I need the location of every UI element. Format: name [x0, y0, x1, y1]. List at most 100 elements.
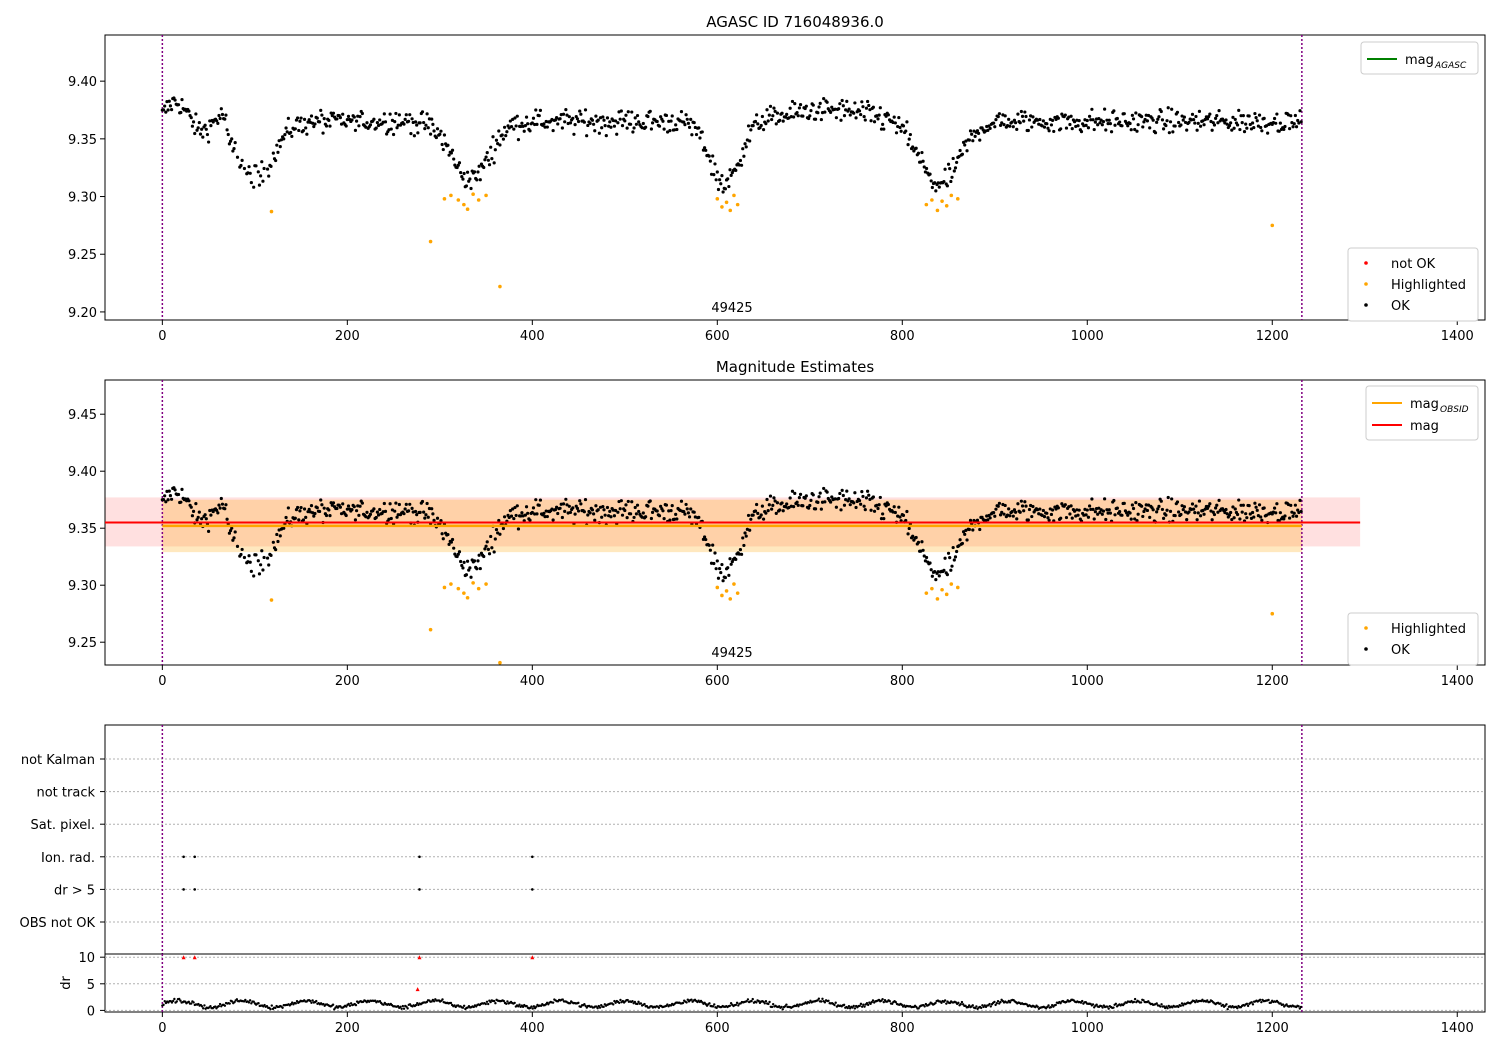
ok-point	[970, 132, 974, 136]
ok-point	[315, 116, 319, 120]
ok-point	[746, 513, 751, 518]
ok-point	[1278, 121, 1282, 125]
dr-point	[310, 1001, 313, 1004]
ok-point	[593, 518, 597, 522]
ok-point	[1233, 117, 1237, 122]
ok-point	[892, 505, 896, 509]
ok-point	[191, 509, 196, 514]
dr-point	[728, 1004, 732, 1007]
ok-point	[216, 121, 220, 125]
ok-point	[446, 532, 450, 537]
ok-point	[1257, 113, 1262, 117]
ok-point	[1193, 511, 1197, 515]
ok-point	[1229, 510, 1233, 515]
ok-point	[933, 569, 937, 574]
dr-point	[934, 1001, 937, 1005]
ok-point	[357, 513, 361, 517]
ok-point	[457, 550, 462, 554]
ok-point	[1089, 118, 1093, 122]
dr-point	[270, 1004, 273, 1007]
ok-point	[655, 509, 659, 513]
ok-point	[439, 519, 443, 523]
ok-point	[576, 509, 581, 513]
ok-point	[315, 506, 319, 510]
dr-point	[1194, 1000, 1197, 1004]
ok-point	[276, 150, 280, 154]
legend-box	[1365, 385, 1479, 441]
ok-point	[738, 548, 743, 552]
ok-point	[582, 510, 586, 514]
ok-point	[297, 518, 301, 522]
ok-point	[755, 113, 759, 117]
ok-point	[418, 121, 422, 125]
ok-point	[760, 114, 764, 119]
dr-point	[750, 999, 753, 1003]
ok-point	[661, 119, 665, 123]
ok-point	[513, 505, 517, 510]
ok-point	[299, 506, 303, 510]
ok-point	[231, 149, 235, 153]
ok-point	[515, 114, 519, 118]
dr-point	[960, 1000, 964, 1004]
dr-point	[685, 1001, 688, 1004]
ok-point	[1161, 516, 1166, 520]
ok-point	[408, 502, 412, 506]
dr-point	[1246, 1004, 1250, 1008]
ok-point	[344, 513, 348, 518]
ok-point	[1214, 506, 1218, 510]
ok-point	[646, 504, 650, 508]
ok-point	[1031, 115, 1035, 119]
ok-point	[440, 532, 444, 536]
ok-point	[223, 507, 227, 511]
ok-point	[590, 508, 595, 512]
ok-point	[493, 537, 497, 541]
legend-point-swatch	[1364, 626, 1368, 630]
ok-point	[1030, 125, 1034, 129]
ok-point	[1187, 120, 1191, 124]
dr-point	[681, 1001, 685, 1005]
ok-point	[275, 532, 279, 537]
ok-point	[1170, 497, 1174, 501]
ok-point	[950, 175, 954, 179]
ok-point	[1092, 517, 1096, 521]
ok-point	[274, 548, 278, 552]
dr-point	[917, 1007, 920, 1010]
ok-point	[585, 134, 589, 138]
ok-point	[368, 123, 373, 127]
ok-point	[946, 551, 951, 555]
ok-point	[1010, 510, 1014, 514]
dr-point	[1225, 1003, 1228, 1006]
dr-point	[416, 1002, 419, 1005]
ok-point	[1120, 513, 1124, 517]
ok-point	[698, 136, 702, 140]
dr-point	[1281, 1003, 1285, 1006]
ok-point	[410, 506, 414, 510]
x-tick-label: 0	[158, 329, 166, 344]
ok-point	[415, 123, 419, 127]
flag-point	[182, 855, 185, 859]
highlighted-point	[732, 193, 736, 198]
dr-point	[636, 1002, 639, 1006]
ok-point	[813, 507, 818, 511]
ok-point	[998, 123, 1003, 127]
dr-point	[816, 999, 819, 1002]
ok-point	[930, 574, 934, 578]
ok-point	[1278, 511, 1282, 515]
dr-point	[1236, 1006, 1239, 1010]
ok-point	[968, 518, 973, 522]
ok-point	[1299, 509, 1303, 514]
ok-point	[286, 116, 290, 120]
ok-point	[520, 511, 524, 515]
ok-point	[854, 116, 858, 120]
ok-point	[1240, 510, 1244, 514]
flag-point	[182, 888, 185, 891]
ok-point	[1249, 516, 1254, 520]
ok-point	[1252, 515, 1256, 519]
ok-point	[716, 576, 721, 580]
ok-point	[447, 153, 451, 157]
dr-point	[289, 1003, 293, 1006]
flag-point	[193, 888, 197, 891]
ok-point	[1225, 122, 1229, 126]
dr-point	[1258, 998, 1262, 1001]
ok-point	[1002, 512, 1006, 516]
